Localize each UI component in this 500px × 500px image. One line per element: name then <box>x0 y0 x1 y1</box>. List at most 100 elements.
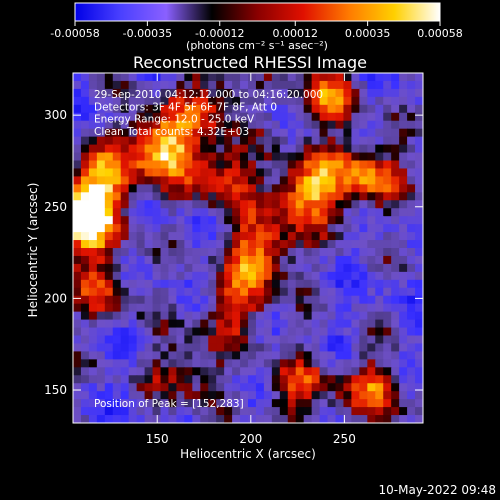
heatmap-cell <box>263 232 273 241</box>
heatmap-cell <box>367 176 376 185</box>
heatmap-cell <box>303 200 313 209</box>
heatmap-cell <box>399 399 408 408</box>
y-tick-label: 300 <box>44 108 67 122</box>
heatmap-cell <box>255 255 265 265</box>
heatmap-cell <box>399 407 408 416</box>
heatmap-cell <box>104 343 114 352</box>
heatmap-cell <box>176 200 185 209</box>
heatmap-cell <box>263 240 273 249</box>
heatmap-cell <box>279 407 289 416</box>
heatmap-cell <box>144 248 154 257</box>
heatmap-cell <box>240 311 249 321</box>
heatmap-cell <box>255 240 265 249</box>
colorbar-unit-label: (photons cm⁻² s⁻¹ asec⁻²) <box>186 39 328 52</box>
colorbar-ticks: -0.00058 -0.00035 -0.00012 0.00012 0.00035 0.… <box>50 21 463 40</box>
heatmap-cell <box>168 351 177 360</box>
heatmap-cell <box>208 80 217 90</box>
heatmap-cell <box>359 192 368 201</box>
heatmap-cell <box>112 383 122 392</box>
heatmap-cell <box>295 383 305 392</box>
heatmap-cell <box>73 128 82 138</box>
heatmap-cell <box>176 184 185 193</box>
heatmap-cell <box>343 232 352 241</box>
heatmap-cell <box>144 73 154 82</box>
heatmap-cell <box>128 287 138 297</box>
heatmap-cell <box>96 303 106 313</box>
heatmap-cell <box>407 319 416 329</box>
heatmap-cell <box>200 80 209 90</box>
heatmap-cell <box>152 192 162 201</box>
heatmap-cell <box>208 391 217 400</box>
heatmap-cell <box>391 255 400 265</box>
heatmap-cell <box>240 128 249 138</box>
heatmap-cell <box>248 343 257 352</box>
heatmap-cell <box>311 279 321 289</box>
heatmap-cell <box>96 327 106 337</box>
heatmap-cell <box>144 128 154 138</box>
heatmap-cell <box>375 319 384 329</box>
heatmap-cell <box>335 399 345 408</box>
heatmap-cell <box>168 112 177 122</box>
heatmap-cell <box>184 351 193 360</box>
heatmap-cell <box>96 359 106 368</box>
heatmap-cell <box>303 224 313 233</box>
heatmap-cell <box>295 216 305 225</box>
heatmap-cell <box>200 255 209 265</box>
heatmap-cell <box>248 248 257 257</box>
heatmap-cell <box>224 96 233 106</box>
heatmap-cell <box>176 224 185 233</box>
heatmap-cell <box>192 367 201 376</box>
heatmap-cell <box>200 343 209 352</box>
heatmap-cell <box>343 327 352 337</box>
heatmap-cell <box>80 359 90 368</box>
heatmap-cell <box>176 128 185 138</box>
heatmap-cell <box>168 136 177 146</box>
heatmap-cell <box>208 88 217 98</box>
heatmap-cell <box>80 200 90 209</box>
heatmap-cell <box>104 176 114 185</box>
heatmap-cell <box>144 255 154 265</box>
heatmap-cell <box>271 192 281 201</box>
heatmap-cell <box>335 287 345 297</box>
heatmap-cell <box>240 184 249 193</box>
heatmap-cell <box>359 160 368 170</box>
heatmap-cell <box>120 303 130 313</box>
heatmap-cell <box>367 88 376 98</box>
heatmap-cell <box>399 263 408 273</box>
heatmap-cell <box>351 73 360 82</box>
heatmap-cell <box>327 208 337 217</box>
heatmap-cell <box>263 295 273 305</box>
heatmap-cell <box>399 224 408 233</box>
heatmap-cell <box>104 295 114 305</box>
heatmap-cell <box>176 343 185 352</box>
heatmap-cell <box>407 407 416 416</box>
heatmap-cell <box>319 73 329 82</box>
heatmap-cell <box>144 407 154 416</box>
heatmap-cell <box>279 112 289 122</box>
heatmap-cell <box>208 303 217 313</box>
heatmap-cell <box>136 351 146 360</box>
heatmap-cell <box>335 200 345 209</box>
heatmap-cell <box>160 224 170 233</box>
heatmap-cell <box>319 224 329 233</box>
heatmap-cell <box>375 391 384 400</box>
heatmap-cell <box>112 415 122 423</box>
heatmap-cell <box>176 375 185 384</box>
heatmap-cell <box>104 208 114 217</box>
heatmap-cell <box>248 351 257 360</box>
heatmap-cell <box>343 88 352 98</box>
heatmap-cell <box>248 216 257 225</box>
heatmap-cell <box>232 391 241 400</box>
heatmap-cell <box>73 224 82 233</box>
heatmap-cell <box>263 168 273 177</box>
heatmap-cell <box>216 136 225 146</box>
heatmap-cell <box>168 216 177 225</box>
heatmap-cell <box>335 80 345 90</box>
heatmap-cell <box>208 176 217 185</box>
heatmap-cell <box>343 391 352 400</box>
heatmap-cell <box>375 415 384 423</box>
heatmap-cell <box>311 335 321 345</box>
heatmap-cell <box>399 216 408 225</box>
heatmap-cell <box>343 80 352 90</box>
heatmap-cell <box>96 176 106 185</box>
